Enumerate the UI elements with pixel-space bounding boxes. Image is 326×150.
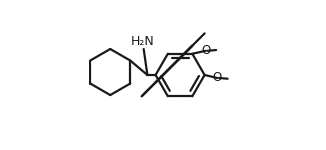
Text: H₂N: H₂N [131,34,155,48]
Text: O: O [213,71,222,84]
Text: O: O [201,44,210,57]
